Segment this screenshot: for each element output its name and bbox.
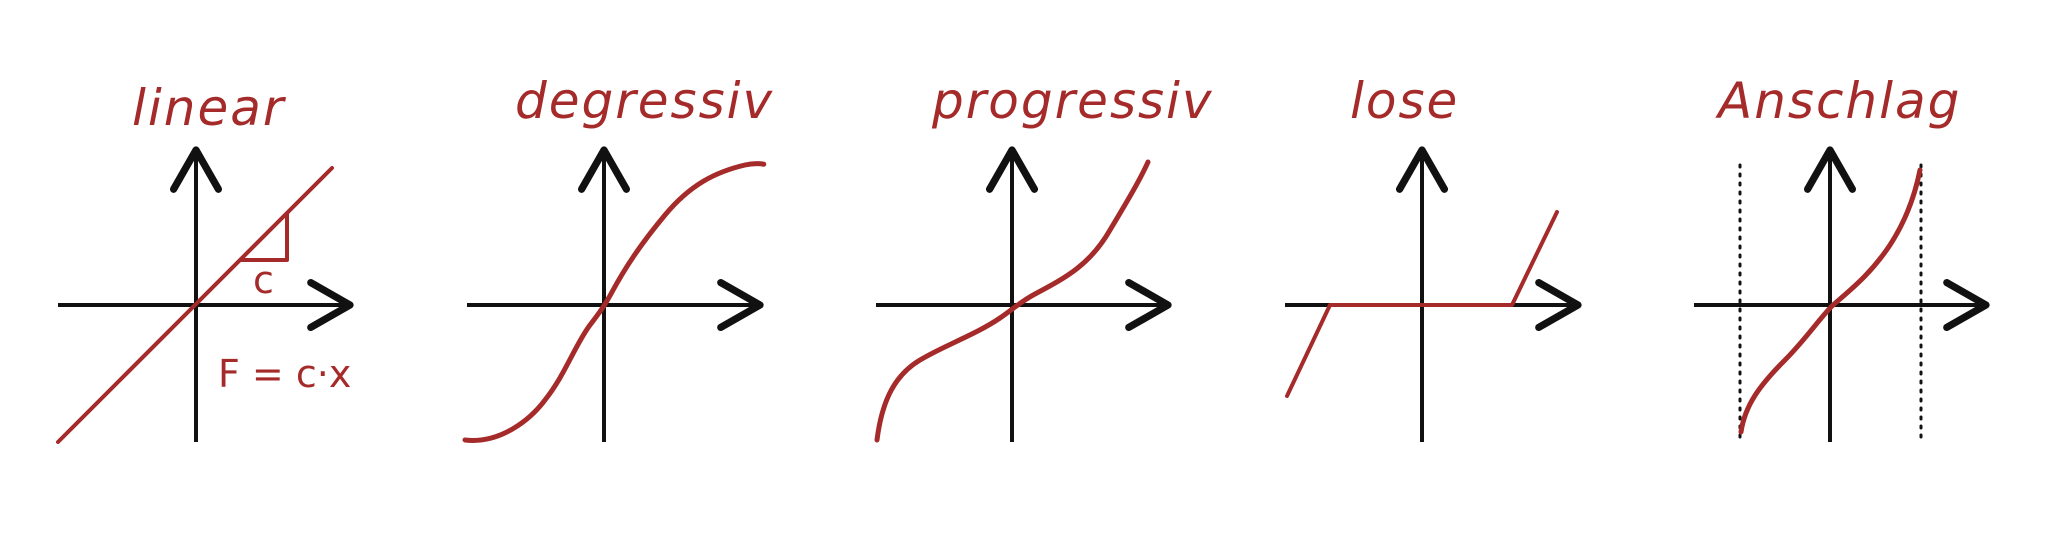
panel-title-lose: lose <box>1350 72 1459 130</box>
panel-degressiv: degressiv <box>462 72 774 443</box>
anschlag-curve <box>1738 167 1923 435</box>
formula-label: F = c·x <box>218 352 351 396</box>
panel-title-linear: linear <box>132 79 287 137</box>
panel-title-progressiv: progressiv <box>931 72 1214 130</box>
panel-lose: lose <box>1285 72 1582 442</box>
progressiv-curve <box>874 159 1151 443</box>
panel-title-anschlag: Anschlag <box>1715 72 1961 130</box>
panel-linear: linear c F = c·x <box>56 79 354 444</box>
lose-curve <box>1285 210 1559 398</box>
panel-progressiv: progressiv <box>874 72 1214 443</box>
panel-title-degressiv: degressiv <box>515 72 774 130</box>
slope-label: c <box>253 258 274 302</box>
panel-anschlag: Anschlag <box>1694 72 1990 444</box>
slope-triangle <box>240 213 289 262</box>
degressiv-curve <box>462 161 767 443</box>
